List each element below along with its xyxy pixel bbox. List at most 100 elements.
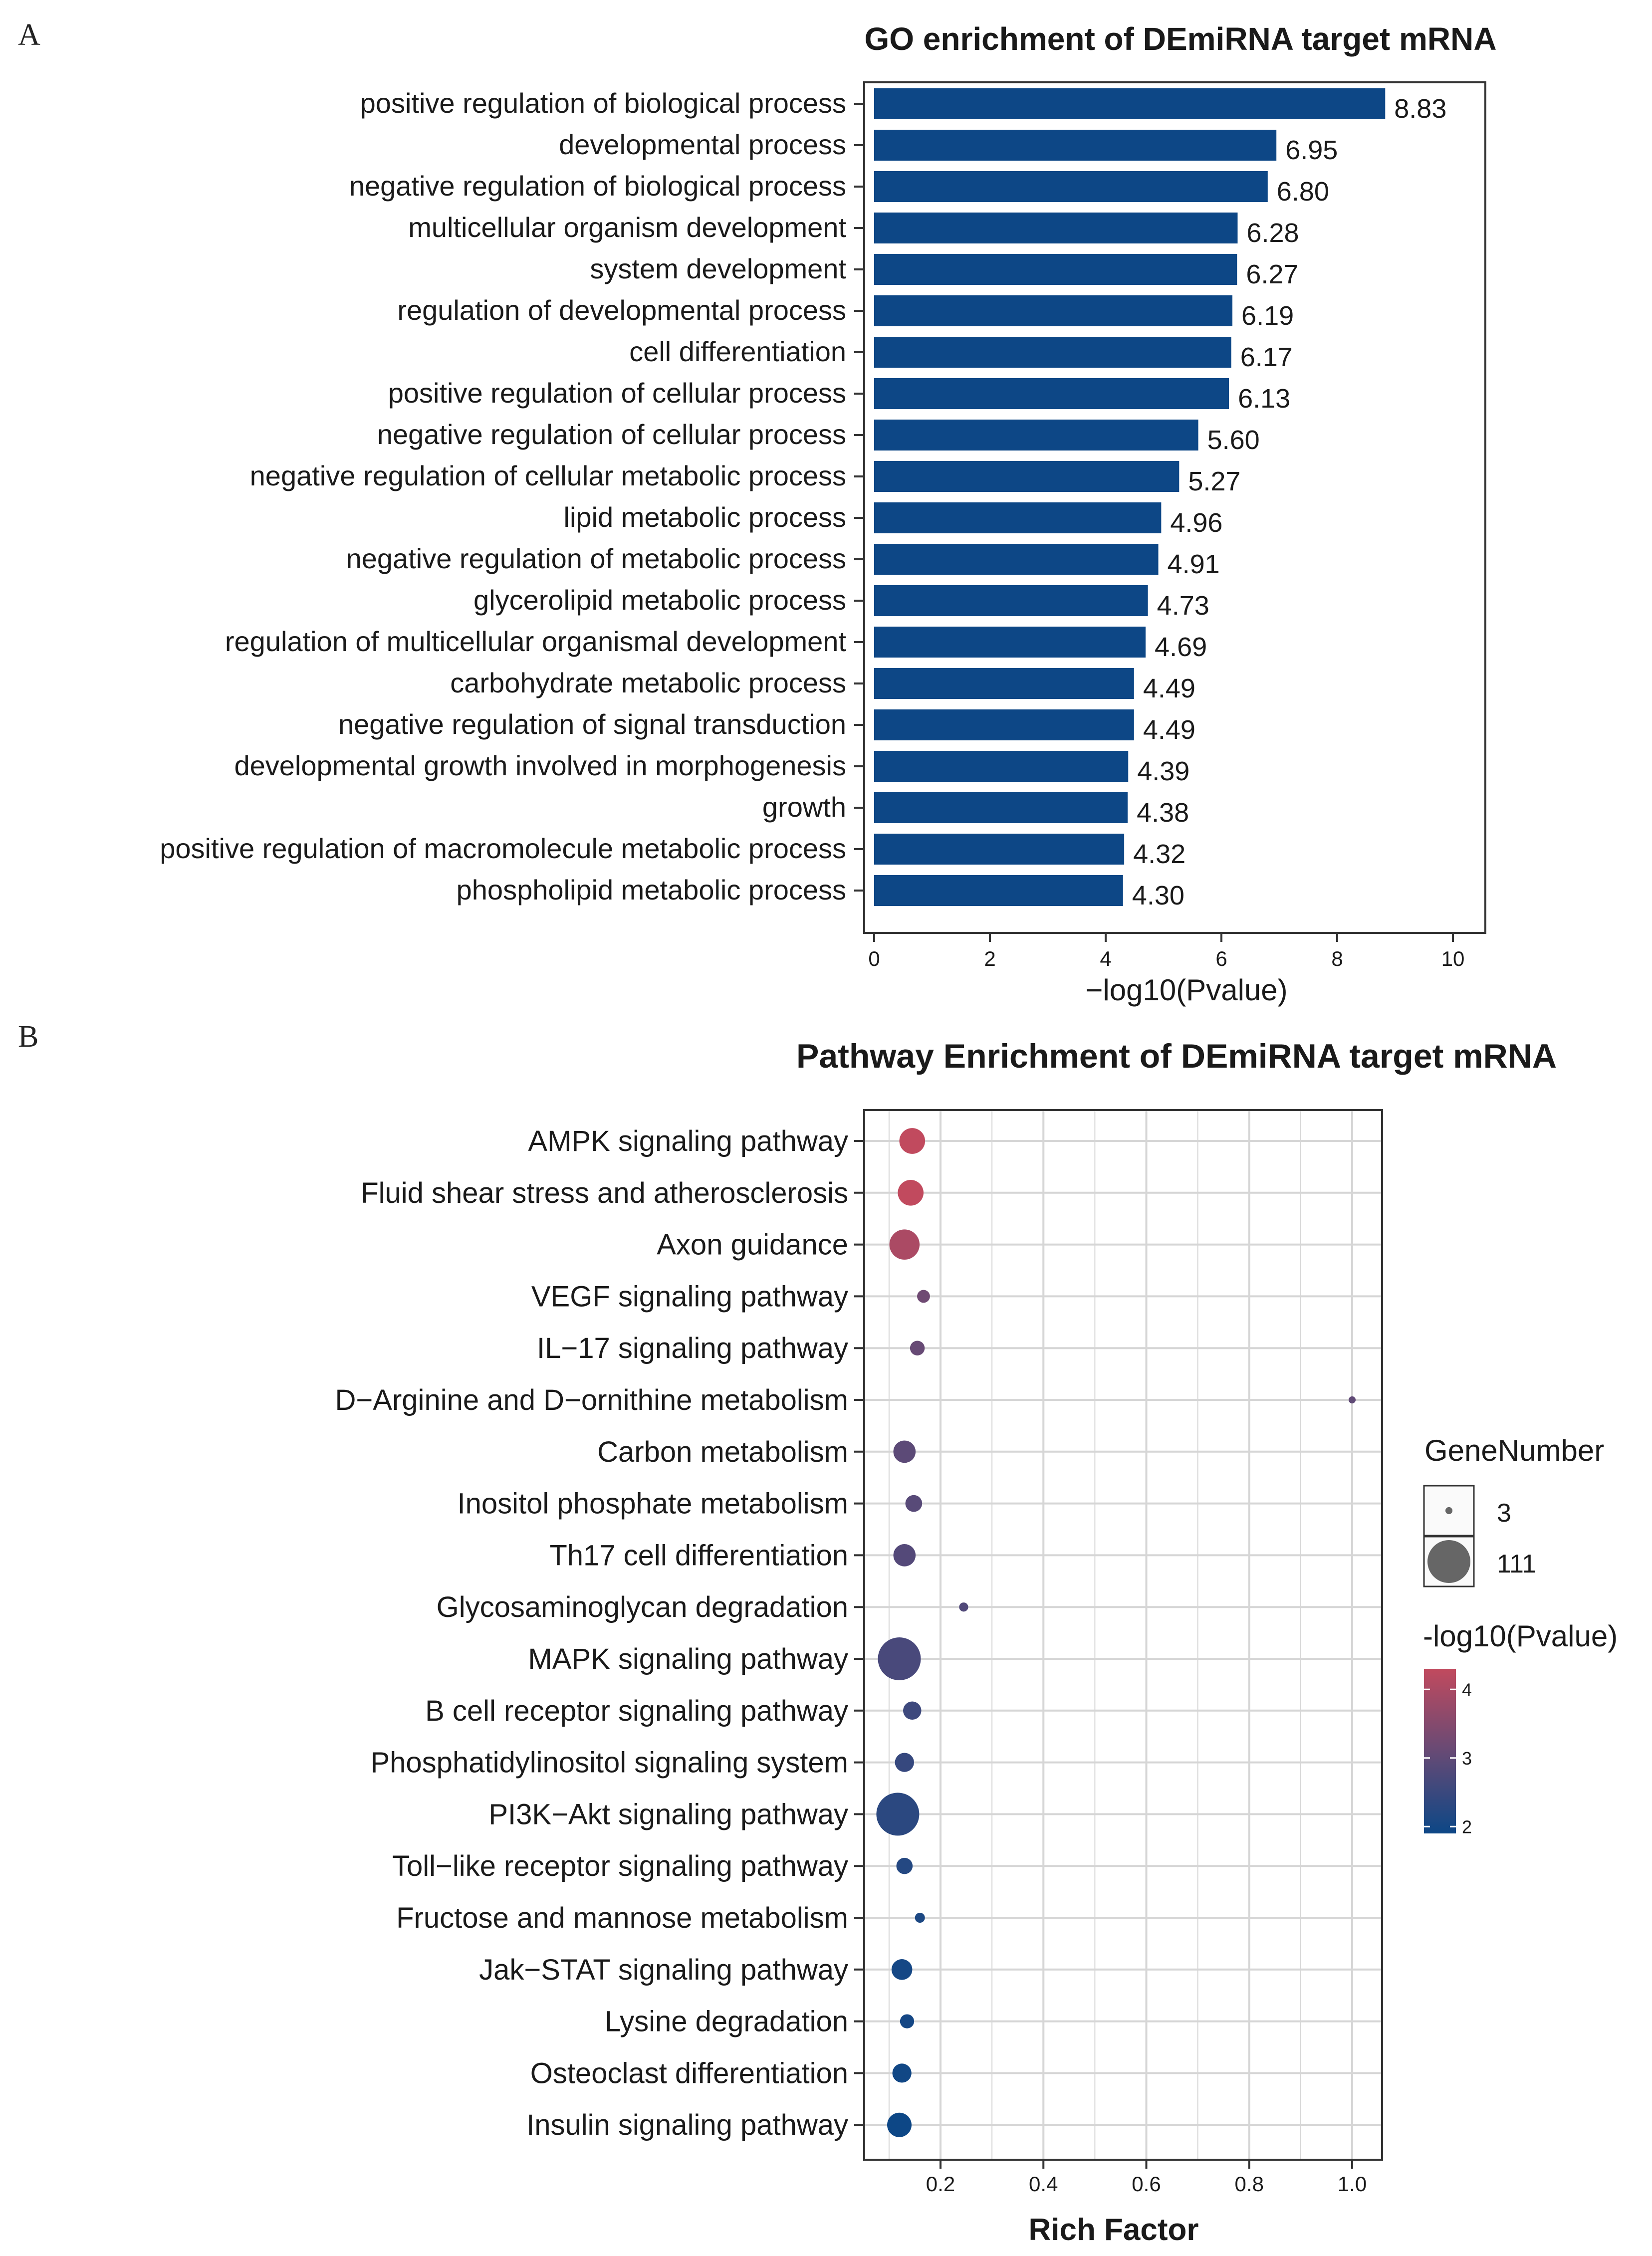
pathway-enrichment-panel: B Pathway Enrichment of DEmiRNA target m… [18,1020,1618,2247]
go-category-label: phospholipid metabolic process [457,874,846,905]
go-bar-value-label: 4.69 [1155,632,1207,662]
go-bar [874,420,1198,451]
pathway-category-label: Fluid shear stress and atherosclerosis [361,1177,848,1209]
pathway-x-tick-label: 0.6 [1132,2172,1161,2196]
pathway-x-tick-label: 0.2 [926,2172,955,2196]
pathway-point [893,1440,916,1463]
go-bars: 8.83 6.95 6.80 6.28 6.27 6.19 6.17 6.13 5.60 5.27… [874,88,1446,910]
pathway-category-label: AMPK signaling pathway [528,1125,848,1157]
pathway-category-label: Toll−like receptor signaling pathway [392,1850,848,1882]
pathway-category-label: D−Arginine and D−ornithine metabolism [335,1384,848,1416]
go-category-label: regulation of multicellular organismal d… [225,626,847,657]
colorbar-tick-label: 3 [1462,1748,1472,1769]
pathway-category-label: Fructose and mannose metabolism [396,1902,848,1934]
go-bar-value-label: 4.30 [1132,881,1184,910]
go-bar-value-label: 6.13 [1238,384,1290,414]
go-x-tick-label: 4 [1100,947,1111,970]
go-category-label: carbohydrate metabolic process [450,667,846,698]
pathway-point [878,1637,921,1680]
go-bar-value-label: 6.19 [1241,301,1294,331]
go-bar [874,378,1229,409]
go-category-label: regulation of developmental process [397,294,846,326]
go-bar [874,834,1125,865]
pathway-point [899,1128,926,1154]
pathway-point [1348,1396,1356,1404]
go-bar-value-label: 4.38 [1137,798,1189,828]
go-bar [874,627,1146,658]
go-bar [874,751,1129,782]
go-category-label: positive regulation of biological proces… [360,87,846,119]
pathway-point [900,2014,915,2029]
pathway-point [895,1753,914,1772]
go-bar [874,668,1134,699]
go-bar [874,461,1180,492]
go-category-axis: positive regulation of biological proces… [160,87,864,905]
go-bar-value-label: 6.27 [1246,259,1298,289]
go-bar-value-label: 5.60 [1207,425,1260,455]
go-x-tick-label: 8 [1331,947,1343,970]
pathway-point [910,1341,925,1355]
go-bar-value-label: 6.28 [1246,218,1299,248]
go-bar [874,171,1268,202]
go-bar-value-label: 4.91 [1168,549,1220,579]
go-bar [874,709,1134,740]
go-bar [874,88,1386,119]
go-bar-value-label: 6.80 [1277,177,1329,207]
pvalue-legend-title: -log10(Pvalue) [1423,1619,1618,1653]
go-bar-value-label: 8.83 [1394,94,1446,124]
colorbar-tick-label: 2 [1462,1816,1472,1837]
go-category-label: positive regulation of cellular process [388,377,846,409]
go-x-tick-label: 10 [1441,947,1465,970]
pathway-x-axis-title: Rich Factor [1028,2213,1198,2247]
pathway-point [903,1701,922,1720]
gene-number-legend-title: GeneNumber [1424,1434,1604,1467]
go-bar [874,502,1162,533]
gene-number-legend-dot-small [1445,1507,1453,1515]
pathway-point [898,1179,924,1206]
go-bar-value-label: 4.49 [1143,674,1195,703]
pathway-category-label: B cell receptor signaling pathway [425,1695,848,1727]
gene-number-legend-label-large: 111 [1497,1550,1536,1579]
pathway-category-label: Phosphatidylinositol signaling system [370,1747,848,1779]
go-bar-value-label: 4.73 [1157,591,1209,621]
go-category-label: developmental process [559,129,846,160]
pathway-category-label: Th17 cell differentiation [549,1539,848,1572]
pathway-category-label: MAPK signaling pathway [528,1643,848,1675]
go-chart-title: GO enrichment of DEmiRNA target mRNA [864,21,1496,57]
go-plot-frame [863,81,1486,934]
pathway-point [905,1495,923,1512]
go-x-tick-label: 2 [984,947,995,970]
go-category-label: developmental growth involved in morphog… [234,750,846,781]
pathway-category-label: Axon guidance [657,1229,848,1261]
pathway-category-label: Osteoclast differentiation [530,2057,848,2089]
pathway-category-label: Glycosaminoglycan degradation [437,1591,848,1623]
pathway-chart-title: Pathway Enrichment of DEmiRNA target mRN… [796,1037,1557,1075]
pathway-plot-background [864,1110,1382,2160]
pathway-point [887,2112,912,2137]
go-bar [874,130,1277,161]
pathway-category-label: VEGF signaling pathway [531,1280,848,1313]
go-category-label: system development [590,253,846,284]
panel-a-label: A [18,18,40,52]
gene-number-legend-dot-large [1427,1540,1470,1583]
go-bar [874,585,1148,616]
pathway-x-tick-label: 1.0 [1338,2172,1367,2196]
go-bar-value-label: 5.27 [1188,466,1240,496]
go-bar-value-label: 6.95 [1285,135,1338,165]
go-category-label: negative regulation of cellular metaboli… [250,460,846,491]
go-category-label: negative regulation of cellular process [377,419,846,450]
go-x-axis-title: −log10(Pvalue) [1085,973,1287,1007]
pathway-x-tick-label: 0.4 [1029,2172,1058,2196]
go-x-tick-label: 0 [868,947,880,970]
go-bar [874,875,1123,906]
pathway-category-label: Insulin signaling pathway [526,2109,848,2141]
pathway-plot-frame [863,1109,1383,2161]
go-bar-value-label: 4.96 [1170,508,1222,538]
pathway-x-tick-label: 0.8 [1235,2172,1264,2196]
pathway-category-label: IL−17 signaling pathway [537,1332,848,1364]
go-category-label: lipid metabolic process [564,501,846,533]
pathway-point [892,2063,912,2083]
pathway-point [891,1959,913,1980]
pathway-category-label: Inositol phosphate metabolism [458,1488,848,1520]
pathway-points [876,1128,1356,2137]
